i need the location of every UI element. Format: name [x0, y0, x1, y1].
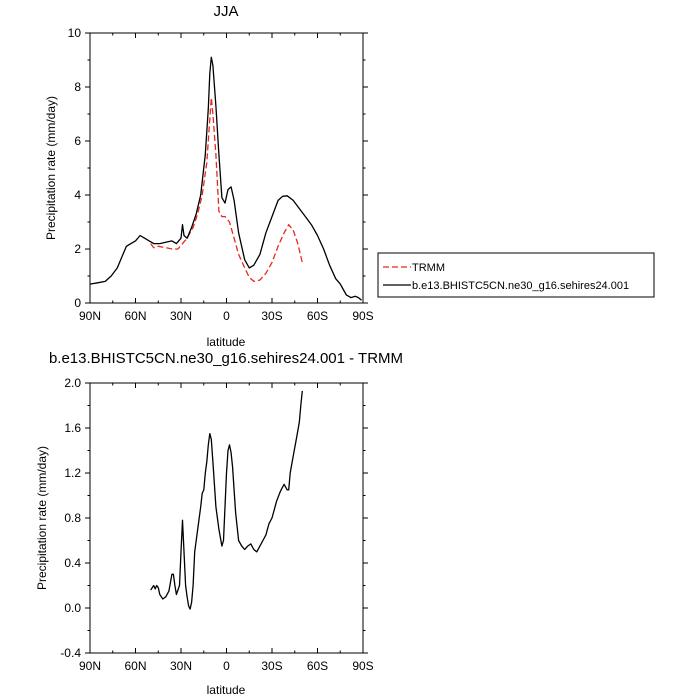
top-x-tick-label: 90S	[352, 309, 373, 323]
top-y-tick-label: 2	[74, 242, 81, 256]
bottom-y-tick-label: 2.0	[64, 376, 81, 390]
legend-label-model: b.e13.BHISTC5CN.ne30_g16.sehires24.001	[412, 280, 629, 292]
top-chart: JJA latitude Precipitation rate (mm/day)…	[44, 3, 374, 349]
top-y-tick-label: 0	[74, 296, 81, 310]
top-chart-title: JJA	[213, 3, 238, 20]
bottom-y-tick-label: -0.4	[60, 646, 81, 660]
top-x-tick-label: 90N	[79, 309, 101, 323]
top-y-tick-label: 10	[68, 26, 82, 40]
top-x-tick-label: 0	[223, 309, 230, 323]
bottom-series-group	[150, 390, 303, 610]
top-y-axis-label: Precipitation rate (mm/day)	[44, 96, 58, 240]
top-y-tick-label: 4	[74, 188, 81, 202]
top-x-tick-label: 30S	[261, 309, 282, 323]
bottom-y-tick-label: 1.2	[64, 466, 81, 480]
legend-box	[377, 252, 655, 298]
bottom-x-tick-label: 90N	[79, 659, 101, 673]
top-y-tick-label: 8	[74, 80, 81, 94]
bottom-series-line-0	[150, 390, 303, 610]
top-x-tick-label: 30N	[170, 309, 192, 323]
bottom-x-tick-label: 30N	[170, 659, 192, 673]
bottom-x-tick-label: 90S	[352, 659, 373, 673]
bottom-tick-group: 90N 60N 30N 0 30S 60S 90S -0.4 0.0 0.4 0.8 1.2 1.6 2.…	[60, 376, 373, 673]
top-y-tick-label: 6	[74, 134, 81, 148]
top-plot-frame	[89, 32, 364, 304]
bottom-chart-title: b.e13.BHISTC5CN.ne30_g16.sehires24.001 -…	[49, 350, 403, 367]
top-series-line-1	[89, 56, 362, 301]
bottom-x-tick-label: 30S	[261, 659, 282, 673]
top-series-line-0	[150, 97, 303, 283]
top-x-tick-label: 60S	[307, 309, 328, 323]
bottom-chart: b.e13.BHISTC5CN.ne30_g16.sehires24.001 -…	[35, 350, 403, 697]
bottom-y-tick-label: 1.6	[64, 421, 81, 435]
bottom-x-axis-label: latitude	[207, 683, 246, 697]
bottom-y-tick-label: 0.4	[64, 556, 81, 570]
bottom-x-tick-label: 60S	[307, 659, 328, 673]
legend: TRMM b.e13.BHISTC5CN.ne30_g16.sehires24.…	[377, 252, 655, 298]
top-tick-group: 90N 60N 30N 0 30S 60S 90S 0 2 4 6 8 10	[68, 26, 374, 323]
bottom-plot-frame	[89, 382, 364, 654]
legend-label-trmm: TRMM	[412, 262, 445, 274]
bottom-y-tick-label: 0.8	[64, 511, 81, 525]
bottom-y-axis-label: Precipitation rate (mm/day)	[35, 446, 49, 590]
bottom-y-tick-label: 0.0	[64, 601, 81, 615]
top-x-tick-label: 60N	[124, 309, 146, 323]
top-series-group	[89, 56, 362, 301]
top-x-axis-label: latitude	[207, 335, 246, 349]
bottom-x-tick-label: 0	[223, 659, 230, 673]
bottom-x-tick-label: 60N	[124, 659, 146, 673]
